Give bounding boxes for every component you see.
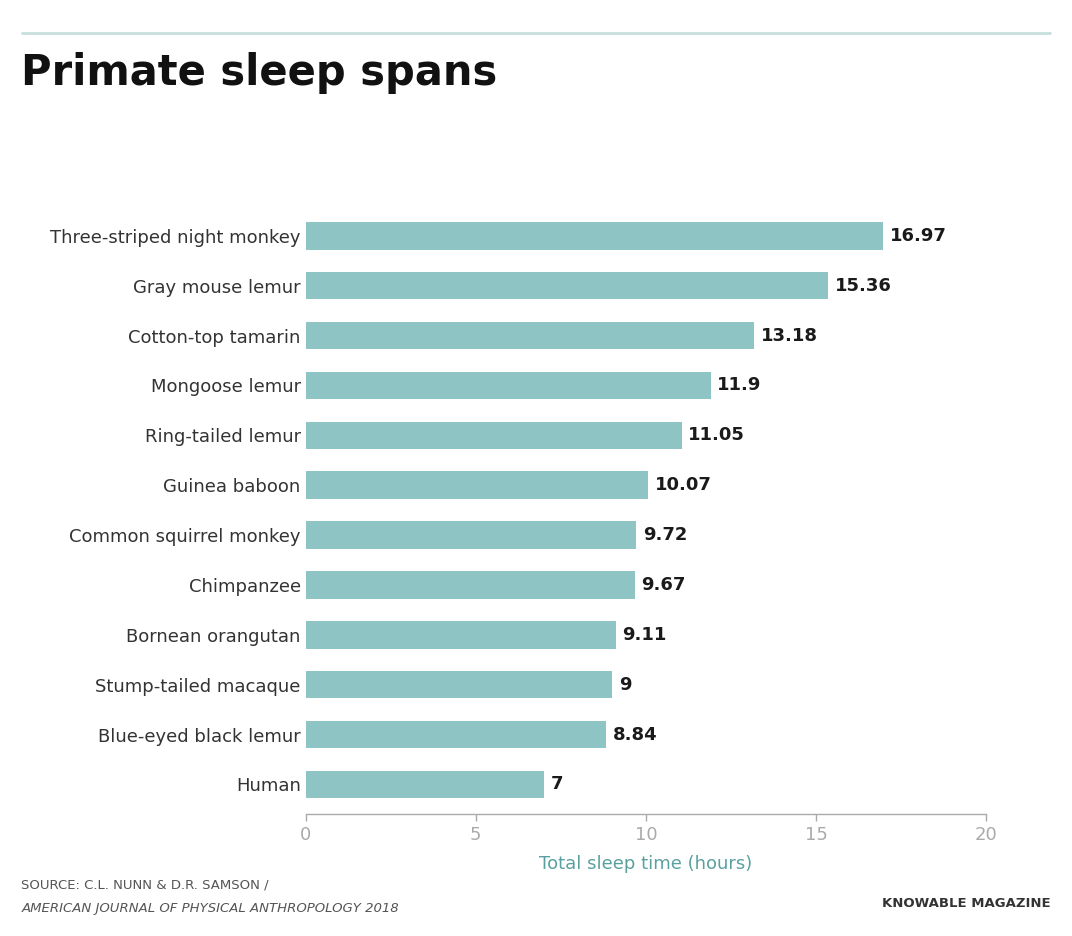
Text: 10.07: 10.07 xyxy=(655,476,712,494)
Text: 16.97: 16.97 xyxy=(890,227,947,245)
Text: Primate sleep spans: Primate sleep spans xyxy=(21,51,497,94)
X-axis label: Total sleep time (hours): Total sleep time (hours) xyxy=(539,856,753,873)
Text: SOURCE: C.L. NUNN & D.R. SAMSON /: SOURCE: C.L. NUNN & D.R. SAMSON / xyxy=(21,878,269,891)
Bar xyxy=(306,472,649,499)
Bar xyxy=(306,372,711,399)
Bar xyxy=(306,322,754,349)
Text: 13.18: 13.18 xyxy=(761,327,818,344)
Bar xyxy=(306,421,682,449)
Bar xyxy=(306,222,883,250)
Text: 9.72: 9.72 xyxy=(643,526,687,544)
Text: 9: 9 xyxy=(619,676,631,694)
Text: KNOWABLE MAGAZINE: KNOWABLE MAGAZINE xyxy=(882,897,1051,910)
Bar xyxy=(306,770,544,798)
Text: 7: 7 xyxy=(551,775,563,794)
Bar xyxy=(306,721,607,748)
Text: AMERICAN JOURNAL OF PHYSICAL ANTHROPOLOGY 2018: AMERICAN JOURNAL OF PHYSICAL ANTHROPOLOG… xyxy=(21,902,399,915)
Text: 15.36: 15.36 xyxy=(835,277,892,295)
Text: 8.84: 8.84 xyxy=(613,725,658,743)
Text: 11.9: 11.9 xyxy=(717,376,762,394)
Text: 9.67: 9.67 xyxy=(641,576,686,594)
Bar xyxy=(306,622,615,649)
Text: 11.05: 11.05 xyxy=(688,426,745,445)
Bar xyxy=(306,272,829,300)
Bar xyxy=(306,521,637,548)
Bar xyxy=(306,671,612,698)
Text: 9.11: 9.11 xyxy=(623,626,667,644)
Bar xyxy=(306,571,635,599)
